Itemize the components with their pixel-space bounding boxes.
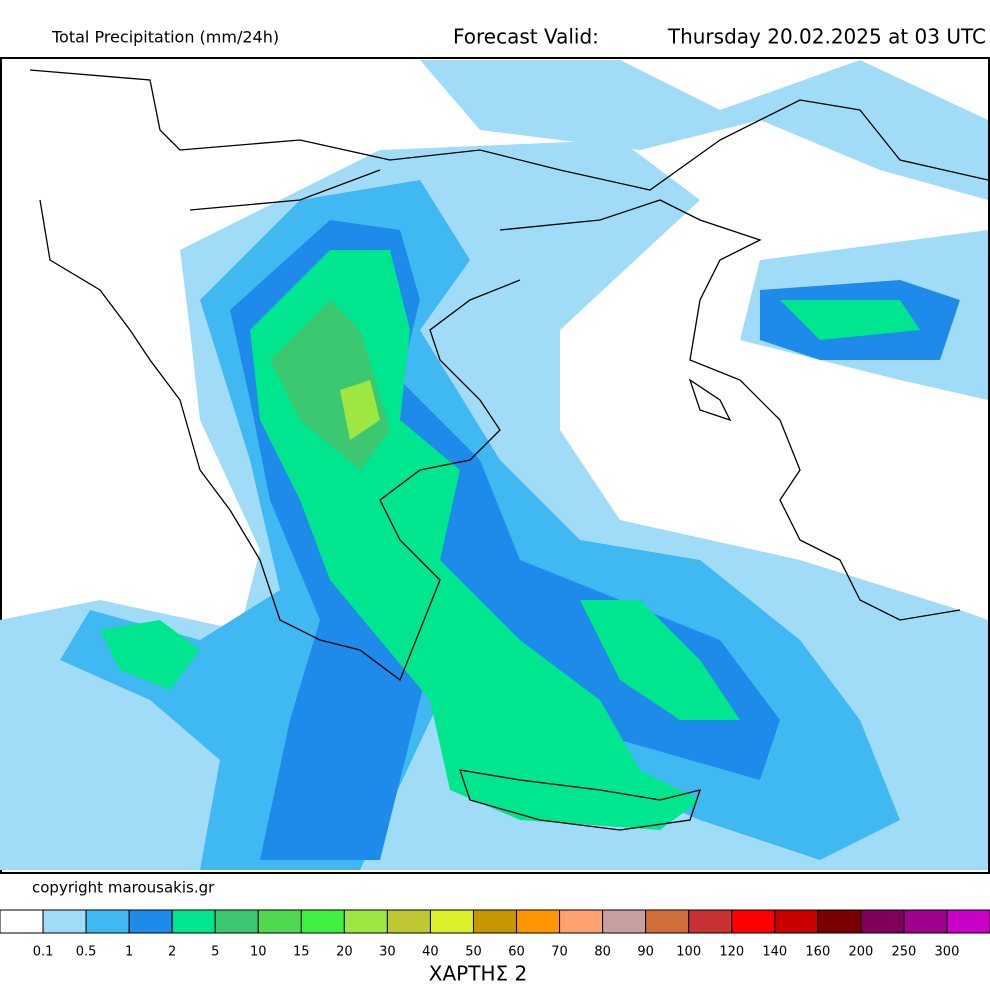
valid-time: Thursday 20.02.2025 at 03 UTC xyxy=(667,25,986,49)
legend-label: 140 xyxy=(762,945,787,960)
legend-label: 300 xyxy=(935,945,960,960)
legend-swatch xyxy=(0,909,44,934)
legend-label: 100 xyxy=(676,945,701,960)
legend-label: 60 xyxy=(508,945,525,960)
legend-swatch xyxy=(171,909,216,934)
legend-swatch xyxy=(559,909,604,934)
legend-label: 2 xyxy=(168,945,176,960)
legend-label: 10 xyxy=(250,945,267,960)
legend-label: 200 xyxy=(848,945,873,960)
legend-swatch xyxy=(85,909,130,934)
legend-label: 0.5 xyxy=(76,945,97,960)
legend-swatch xyxy=(42,909,87,934)
legend: 0.1 0.5 1 2 5 10 15 20 30 40 50 60 70 80 90 100 120 140 16… xyxy=(0,909,990,960)
legend-label: 250 xyxy=(891,945,916,960)
legend-label: 15 xyxy=(293,945,310,960)
legend-swatch xyxy=(472,909,518,934)
legend-swatch xyxy=(774,909,819,934)
legend-label: 0.1 xyxy=(33,945,54,960)
legend-swatch xyxy=(128,909,173,934)
legend-swatch xyxy=(300,909,345,934)
legend-label: 30 xyxy=(379,945,396,960)
legend-swatch xyxy=(946,909,990,934)
legend-label: 120 xyxy=(719,945,744,960)
legend-swatch xyxy=(429,909,474,934)
legend-label: 90 xyxy=(637,945,654,960)
legend-swatch xyxy=(214,909,259,934)
valid-label: Forecast Valid: xyxy=(453,25,599,49)
legend-label: 20 xyxy=(336,945,353,960)
legend-swatch xyxy=(257,909,302,934)
legend-swatch xyxy=(903,909,948,934)
legend-swatch xyxy=(688,909,733,934)
legend-swatch xyxy=(817,909,862,934)
legend-label: 50 xyxy=(465,945,482,960)
map xyxy=(0,57,990,874)
legend-label: 40 xyxy=(422,945,439,960)
legend-swatch xyxy=(602,909,647,934)
legend-swatch xyxy=(386,909,431,934)
legend-label: 160 xyxy=(805,945,830,960)
legend-label: 5 xyxy=(211,945,219,960)
legend-swatch xyxy=(645,909,690,934)
legend-swatch xyxy=(860,909,905,934)
copyright: copyright marousakis.gr xyxy=(32,879,215,897)
legend-label: 80 xyxy=(594,945,611,960)
legend-swatch xyxy=(516,909,561,934)
legend-label: 1 xyxy=(125,945,133,960)
title: Total Precipitation (mm/24h) xyxy=(51,28,279,47)
legend-swatch xyxy=(343,909,388,934)
legend-label: 70 xyxy=(551,945,568,960)
map-caption: ΧΑΡΤΗΣ 2 xyxy=(429,962,527,986)
legend-swatch xyxy=(731,909,776,934)
